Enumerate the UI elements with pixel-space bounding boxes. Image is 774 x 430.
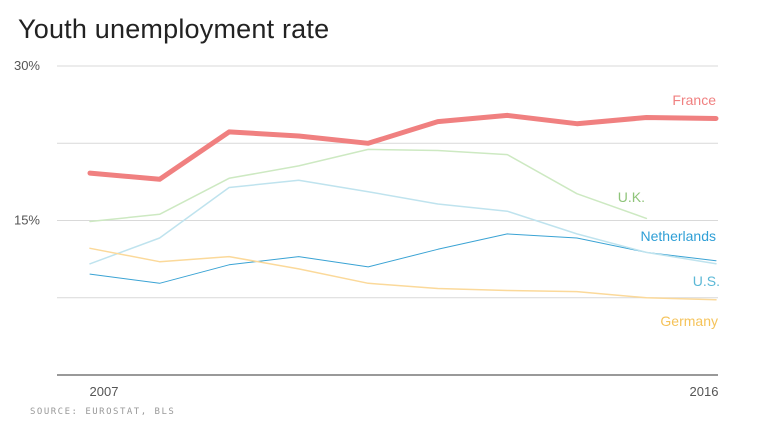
label-layer: France U.K. Netherlands U.S. Germany <box>618 92 720 329</box>
grid-layer: 30% 15% 2007 2016 <box>14 58 718 399</box>
series-line-france <box>87 112 719 182</box>
series-label: U.S. <box>693 273 720 289</box>
series-line-germany <box>89 247 717 301</box>
x-tick-label: 2016 <box>690 384 719 399</box>
series-label: Germany <box>660 313 718 329</box>
series-label: U.K. <box>618 189 645 205</box>
chart-title: Youth unemployment rate <box>18 14 330 44</box>
series-label: France <box>672 92 716 108</box>
x-tick-label: 2007 <box>90 384 119 399</box>
series-line-netherlands <box>89 233 717 284</box>
y-tick-label: 30% <box>14 58 40 73</box>
source-note: SOURCE: EUROSTAT, BLS <box>30 407 176 417</box>
series-line-u-k <box>89 148 648 223</box>
series-line-u-s <box>89 179 717 265</box>
y-tick-label: 15% <box>14 213 40 228</box>
series-layer <box>87 112 719 301</box>
series-label: Netherlands <box>641 228 717 244</box>
